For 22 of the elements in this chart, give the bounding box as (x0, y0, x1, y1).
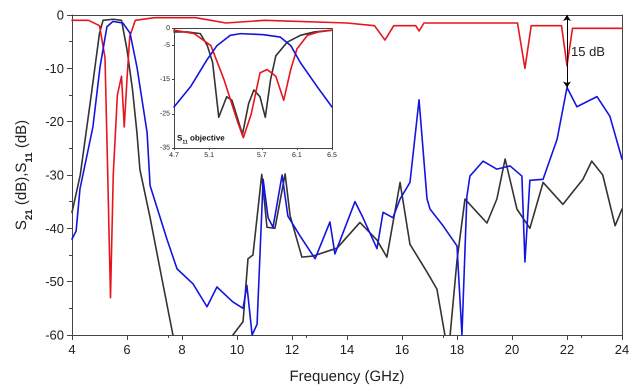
x-tick-label: 6 (123, 342, 131, 357)
annotation: 15 dB (571, 44, 605, 59)
x-axis-title: Frequency (GHz) (289, 368, 405, 385)
x-tick-label: 8 (178, 342, 186, 357)
x-tick-label: 20 (504, 342, 520, 357)
x-tick-label: 24 (614, 342, 630, 357)
x-tick-label: 14 (340, 342, 354, 357)
x-tick-label: 22 (560, 342, 574, 357)
y-tick-label: -50 (45, 274, 64, 290)
y-tick-label: -20 (45, 114, 64, 130)
y-tick-label: -10 (45, 60, 64, 76)
x-tick-label: 12 (284, 342, 300, 357)
y-tick-label: -30 (45, 168, 64, 182)
y-axis-title: S21 (dB),S11 (dB) (13, 120, 35, 230)
y-tick-label: -40 (45, 220, 64, 236)
x-tick-label: 18 (450, 342, 464, 357)
x-tick-label: 16 (394, 342, 410, 357)
x-tick-label: 4 (68, 342, 76, 357)
y-tick-label: 0 (56, 8, 64, 22)
line-series (173, 32, 333, 108)
y-tick-label: -60 (45, 328, 64, 342)
x-tick-label: 10 (230, 342, 244, 357)
